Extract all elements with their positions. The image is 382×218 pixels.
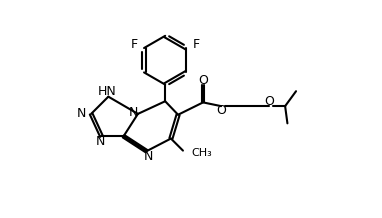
Text: O: O (216, 104, 226, 117)
Text: N: N (143, 150, 153, 163)
Text: F: F (193, 38, 200, 51)
Text: F: F (131, 38, 138, 51)
Text: N: N (77, 107, 86, 120)
Text: HN: HN (97, 85, 116, 98)
Text: N: N (129, 106, 138, 119)
Text: O: O (198, 74, 208, 87)
Text: N: N (96, 135, 105, 148)
Text: O: O (264, 95, 274, 108)
Text: CH₃: CH₃ (191, 148, 212, 158)
